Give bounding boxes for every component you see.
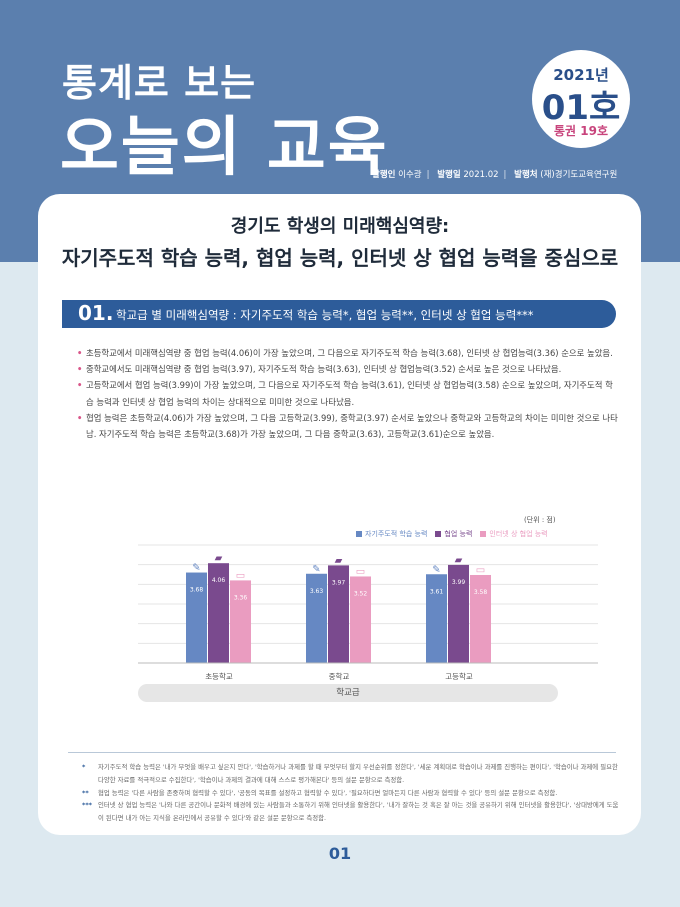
- legend-item: 인터넷 상 협업 능력: [480, 529, 548, 539]
- bar-value-label: 3.63: [310, 588, 324, 595]
- issue-number: 01호: [541, 88, 621, 128]
- footnote-text: 자기주도적 학습 능력은 '내가 무엇을 배우고 싶은지 안다', '학습하거나…: [98, 763, 618, 784]
- bar-icon: ▰: [215, 553, 223, 564]
- bar-chart: 3.68 ✎ 4.06 ▰ 3.36 ▭ 초등학교 3.63 ✎ 3.97 ▰ 3.52 ▭ 중학교 3.6…: [138, 544, 598, 681]
- section-bar: [62, 300, 616, 328]
- bar-icon: ▰: [455, 555, 463, 566]
- footnote-mark: **: [82, 788, 89, 797]
- x-tick-label: 고등학교: [445, 671, 473, 681]
- bullet-item: 초등학교에서 미래핵심역량 중 협업 능력(4.06)이 가장 높았으며, 그 …: [77, 345, 618, 361]
- publisher: 이수광: [398, 170, 422, 180]
- footnote: * 자기주도적 학습 능력은 '내가 무엇을 배우고 싶은지 안다', '학습하거…: [82, 761, 622, 787]
- bar: [208, 563, 229, 663]
- bar: [186, 572, 207, 663]
- legend-swatch: [480, 531, 487, 537]
- footnote-mark: ***: [82, 801, 93, 810]
- issue-badge: 2021년 01호 통권 19호: [532, 50, 630, 148]
- date-label: 발행일: [437, 170, 461, 180]
- bar: [350, 576, 371, 663]
- headline-line2: 자기주도적 학습 능력, 협업 능력, 인터넷 상 협업 능력을 중심으로: [61, 246, 619, 270]
- footnote-divider: [68, 752, 616, 753]
- org-label: 발행처: [514, 170, 538, 180]
- bar: [470, 574, 491, 663]
- bar-value-label: 3.99: [452, 579, 466, 586]
- publisher-label: 발행인: [372, 170, 396, 180]
- bullet-item: 중학교에서도 미래핵심역량 중 협업 능력(3.97), 자기주도적 학습 능력…: [77, 361, 618, 377]
- x-tick-label: 중학교: [329, 671, 350, 681]
- bar-icon: ▭: [356, 566, 365, 577]
- bar-icon: ▭: [476, 565, 485, 576]
- bar-value-label: 3.52: [354, 590, 368, 597]
- issue-total: 통권 19호: [554, 124, 608, 138]
- bar-value-label: 3.36: [234, 594, 248, 601]
- footnote: ** 협업 능력은 '다른 사람을 존중하며 협력할 수 있다', '공동의 목표…: [82, 787, 622, 800]
- bar-value-label: 3.97: [332, 579, 346, 586]
- section-title: 학교급 별 미래핵심역량 : 자기주도적 학습 능력*, 협업 능력**, 인터…: [116, 308, 534, 322]
- bar-value-label: 3.68: [190, 587, 204, 594]
- legend-item: 자기주도적 학습 능력: [356, 529, 427, 539]
- bar-icon: ✎: [192, 563, 200, 574]
- footnote: *** 인터넷 상 협업 능력은 '나와 다른 공간이나 문화적 배경에 있는 사…: [82, 799, 622, 825]
- legend-label: 인터넷 상 협업 능력: [489, 530, 548, 538]
- legend-item: 협업 능력: [435, 529, 472, 539]
- publish-date: 2021.02: [463, 170, 499, 180]
- bar: [328, 565, 349, 663]
- bar: [448, 564, 469, 663]
- bullet-list: 초등학교에서 미래핵심역량 중 협업 능력(4.06)이 가장 높았으며, 그 …: [77, 345, 618, 442]
- bar-icon: ▭: [236, 570, 245, 581]
- x-tick-label: 초등학교: [205, 671, 233, 681]
- section-number: 01.: [78, 301, 114, 325]
- legend-label: 협업 능력: [444, 530, 473, 538]
- footnote-text: 협업 능력은 '다른 사람을 존중하며 협력할 수 있다', '공동의 목표를 …: [98, 788, 558, 797]
- legend-label: 자기주도적 학습 능력: [365, 530, 428, 538]
- bar-value-label: 3.58: [474, 589, 488, 596]
- bullet-item: 고등학교에서 협업 능력(3.99)이 가장 높았으며, 그 다음으로 자기주도…: [77, 377, 618, 409]
- publisher-org: (재)경기도교육연구원: [540, 170, 618, 180]
- legend-swatch: [356, 531, 362, 537]
- page-number: 01: [328, 844, 352, 863]
- footnote-mark: *: [82, 763, 86, 771]
- bar-icon: ✎: [312, 564, 320, 575]
- bullet-item: 협업 능력은 초등학교(4.06)가 가장 높았으며, 그 다음 고등학교(3.…: [77, 410, 618, 442]
- bar-icon: ✎: [432, 564, 440, 575]
- chart-legend: 자기주도적 학습 능력 협업 능력 인터넷 상 협업 능력: [356, 529, 548, 539]
- issue-year: 2021년: [553, 66, 609, 84]
- footnotes: * 자기주도적 학습 능력은 '내가 무엇을 배우고 싶은지 안다', '학습하거…: [82, 761, 622, 825]
- bar-value-label: 3.61: [430, 588, 444, 595]
- headline-line1: 경기도 학생의 미래핵심역량:: [230, 216, 450, 237]
- chart-unit: (단위 : 점): [524, 516, 556, 524]
- legend-swatch: [435, 531, 442, 537]
- footnote-text: 인터넷 상 협업 능력은 '나와 다른 공간이나 문화적 배경에 있는 사람들과…: [98, 801, 619, 823]
- bar: [426, 574, 447, 663]
- masthead-line1: 통계로 보는: [62, 61, 257, 105]
- masthead-line2: 오늘의 교육: [60, 111, 389, 185]
- bar: [306, 573, 327, 663]
- bar: [230, 580, 251, 663]
- bar-value-label: 4.06: [212, 577, 226, 584]
- x-axis-title: 학교급: [138, 684, 558, 702]
- publication-info: 발행인 이수광 | 발행일 2021.02 | 발행처 (재)경기도교육연구원: [372, 170, 618, 180]
- bar-icon: ▰: [335, 555, 343, 566]
